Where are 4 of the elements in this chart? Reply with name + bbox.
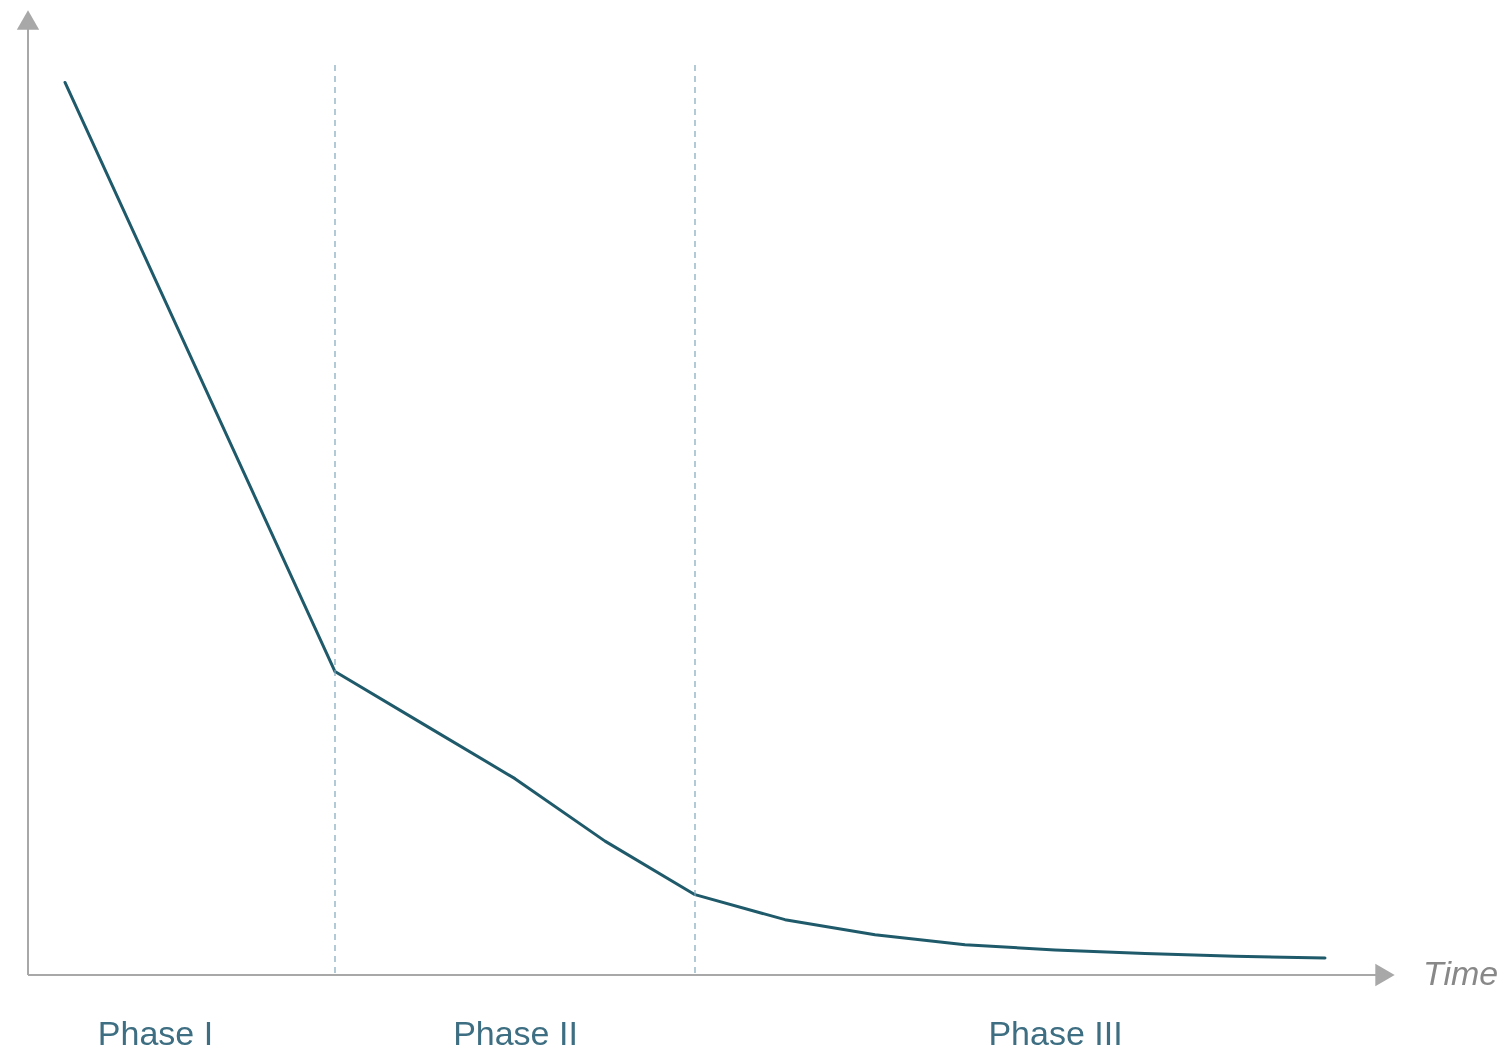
x-tick-label: Phase II — [453, 1013, 578, 1052]
x-axis-title: Time — [1423, 954, 1499, 992]
x-tick-label: Phase I — [97, 1013, 214, 1052]
x-tick-label: Phase III — [988, 1013, 1123, 1052]
